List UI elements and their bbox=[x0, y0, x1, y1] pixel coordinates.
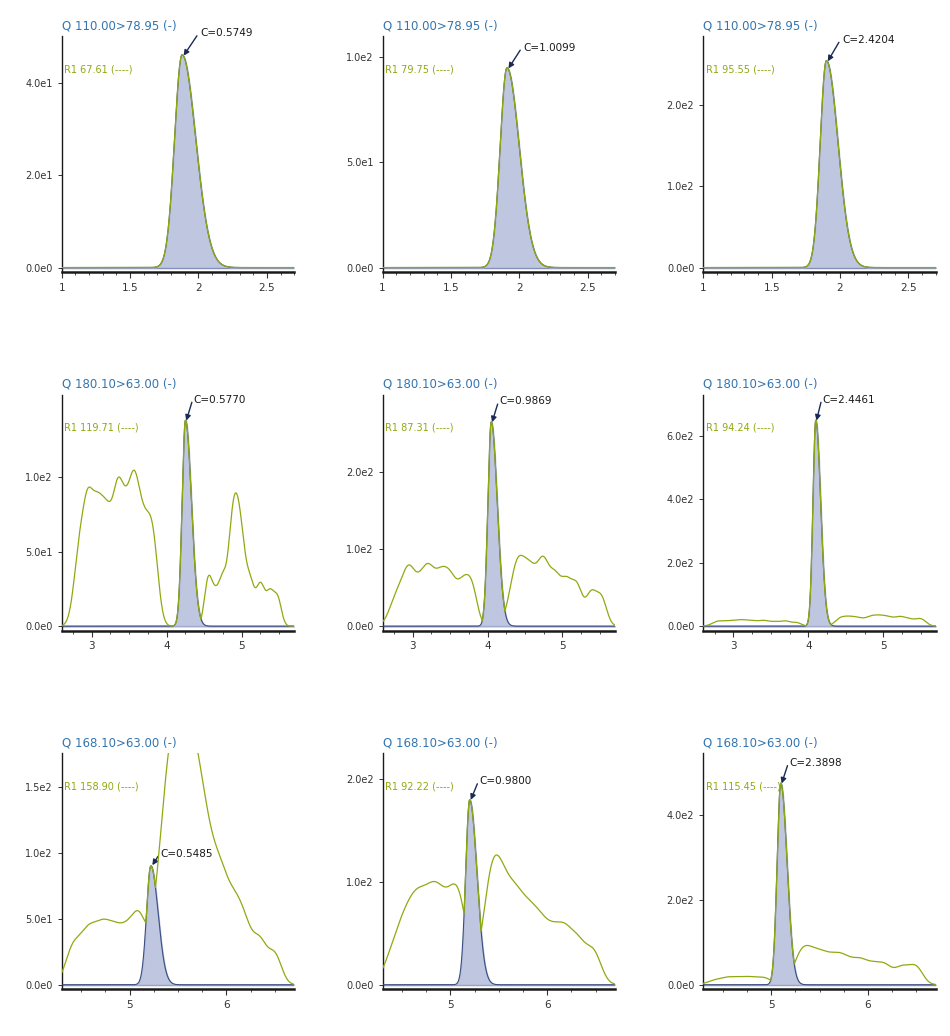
Text: Q 110.00>78.95 (-): Q 110.00>78.95 (-) bbox=[383, 20, 497, 32]
Text: R1 79.75 (----): R1 79.75 (----) bbox=[385, 64, 453, 74]
Text: R1 67.61 (----): R1 67.61 (----) bbox=[64, 64, 133, 74]
Text: C=2.4461: C=2.4461 bbox=[823, 395, 875, 405]
Text: R1 95.55 (----): R1 95.55 (----) bbox=[706, 64, 774, 74]
Text: Q 180.10>63.00 (-): Q 180.10>63.00 (-) bbox=[62, 378, 177, 391]
Text: Q 110.00>78.95 (-): Q 110.00>78.95 (-) bbox=[703, 20, 818, 32]
Text: Q 168.10>63.00 (-): Q 168.10>63.00 (-) bbox=[703, 737, 818, 749]
Text: Q 180.10>63.00 (-): Q 180.10>63.00 (-) bbox=[383, 378, 497, 391]
Text: C=0.5749: C=0.5749 bbox=[200, 28, 253, 38]
Text: C=1.0099: C=1.0099 bbox=[523, 42, 576, 53]
Text: Q 168.10>63.00 (-): Q 168.10>63.00 (-) bbox=[62, 737, 177, 749]
Text: Q 180.10>63.00 (-): Q 180.10>63.00 (-) bbox=[703, 378, 818, 391]
Text: C=0.5770: C=0.5770 bbox=[194, 395, 246, 405]
Text: Q 168.10>63.00 (-): Q 168.10>63.00 (-) bbox=[383, 737, 497, 749]
Text: C=0.5485: C=0.5485 bbox=[161, 848, 213, 859]
Text: C=2.4204: C=2.4204 bbox=[842, 35, 895, 45]
Text: C=0.9869: C=0.9869 bbox=[500, 397, 552, 406]
Text: R1 115.45 (----): R1 115.45 (----) bbox=[706, 781, 780, 792]
Text: R1 87.31 (----): R1 87.31 (----) bbox=[385, 423, 453, 433]
Text: R1 158.90 (----): R1 158.90 (----) bbox=[64, 781, 139, 792]
Text: R1 92.22 (----): R1 92.22 (----) bbox=[385, 781, 453, 792]
Text: Q 110.00>78.95 (-): Q 110.00>78.95 (-) bbox=[62, 20, 177, 32]
Text: C=0.9800: C=0.9800 bbox=[480, 776, 532, 786]
Text: R1 119.71 (----): R1 119.71 (----) bbox=[64, 423, 139, 433]
Text: R1 94.24 (----): R1 94.24 (----) bbox=[706, 423, 774, 433]
Text: C=2.3898: C=2.3898 bbox=[789, 758, 842, 768]
